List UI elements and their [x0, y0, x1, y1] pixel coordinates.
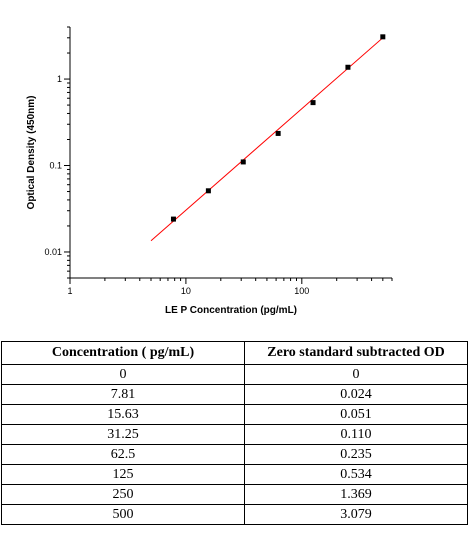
table-row: 15.63 0.051	[1, 404, 468, 425]
data-point	[345, 64, 351, 70]
data-table-container: Concentration ( pg/mL) Zero standard sub…	[0, 341, 469, 525]
x-axis-title: LE P Concentration (pg/mL)	[165, 305, 297, 316]
table-row: 0 0	[1, 364, 468, 385]
data-point	[205, 188, 211, 194]
fit-line	[150, 37, 384, 242]
data-point	[310, 100, 316, 106]
table-row: 500 3.079	[1, 504, 468, 525]
cell-od: 0	[244, 364, 468, 385]
x-tick-label: 10	[181, 286, 191, 296]
cell-concentration: 62.5	[1, 444, 245, 465]
cell-od: 1.369	[244, 484, 468, 505]
data-point	[170, 216, 176, 222]
y-tick-label: 0.1	[49, 161, 62, 171]
cell-od: 0.024	[244, 384, 468, 405]
data-point	[380, 34, 386, 40]
cell-concentration: 7.81	[1, 384, 245, 405]
y-axis-title: Optical Density (450nm)	[26, 96, 37, 210]
standard-curve-chart: 1 10 100 0.01 0.1 1 LE P Concentration (pg/mL)…	[26, 26, 393, 316]
x-tick-label: 1	[67, 286, 72, 296]
cell-od: 0.051	[244, 404, 468, 425]
table-row: 125 0.534	[1, 464, 468, 485]
data-point	[240, 159, 246, 165]
table-row: 62.5 0.235	[1, 444, 468, 465]
cell-concentration: 15.63	[1, 404, 245, 425]
cell-concentration: 31.25	[1, 424, 245, 445]
cell-od: 0.110	[244, 424, 468, 445]
y-tick-label: 1	[57, 74, 62, 84]
column-header-od: Zero standard subtracted OD	[244, 341, 468, 365]
cell-od: 0.235	[244, 444, 468, 465]
table-header-row: Concentration ( pg/mL) Zero standard sub…	[1, 341, 468, 365]
cell-concentration: 0	[1, 364, 245, 385]
data-table: Concentration ( pg/mL) Zero standard sub…	[1, 341, 468, 525]
table-row: 7.81 0.024	[1, 384, 468, 405]
cell-concentration: 500	[1, 504, 245, 525]
cell-concentration: 125	[1, 464, 245, 485]
table-row: 250 1.369	[1, 484, 468, 505]
y-tick-label: 0.01	[44, 247, 62, 257]
data-point	[275, 130, 281, 136]
table-row: 31.25 0.110	[1, 424, 468, 445]
column-header-concentration: Concentration ( pg/mL)	[1, 341, 245, 365]
cell-od: 0.534	[244, 464, 468, 485]
x-tick-label: 100	[294, 286, 309, 296]
cell-concentration: 250	[1, 484, 245, 505]
cell-od: 3.079	[244, 504, 468, 525]
chart-canvas: 1 10 100 0.01 0.1 1 LE P Concentration (pg/mL)…	[26, 26, 393, 316]
